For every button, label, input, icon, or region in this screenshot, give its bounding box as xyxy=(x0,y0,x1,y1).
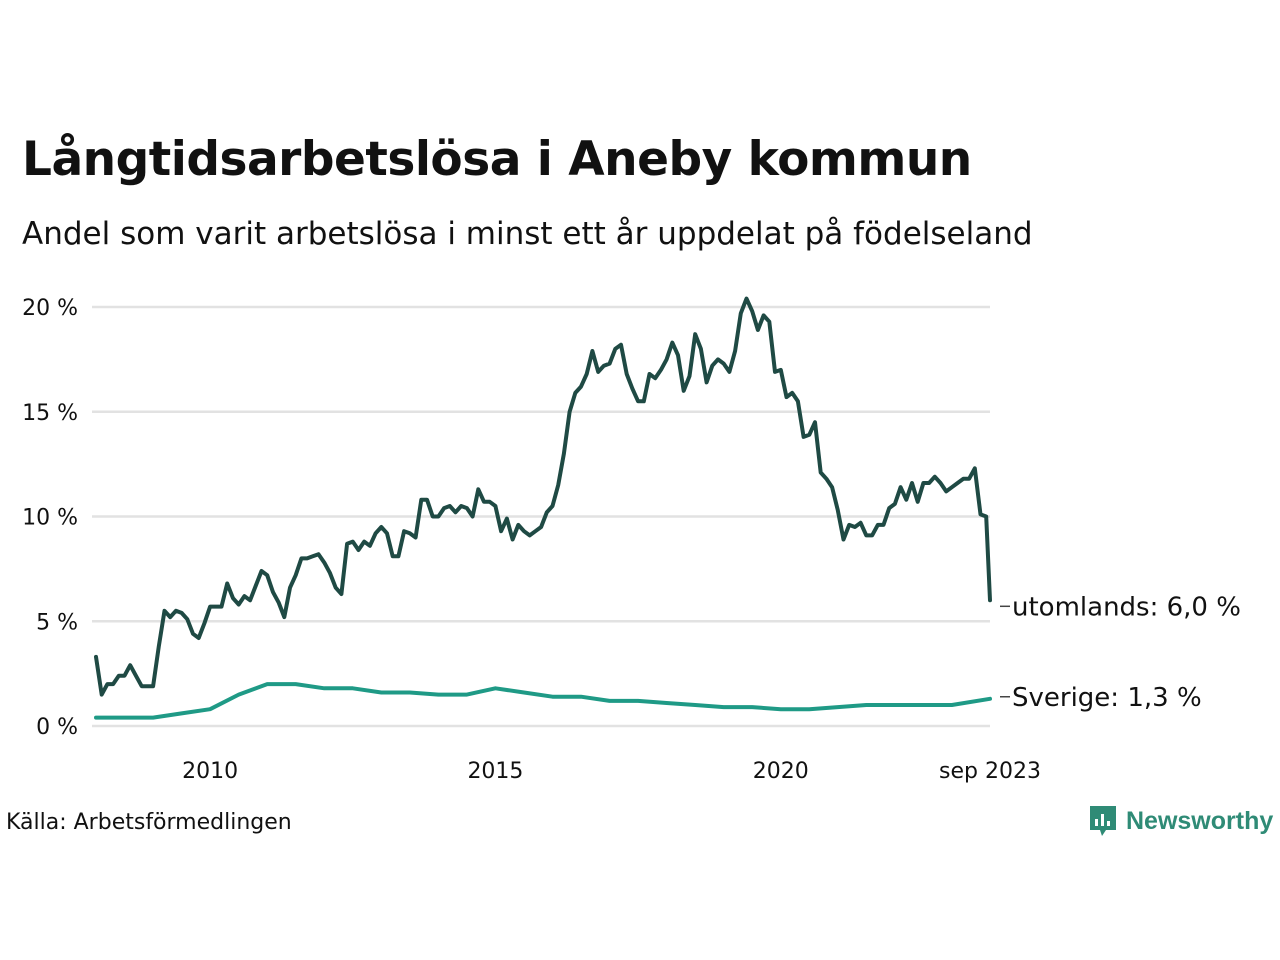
series-line-sverige xyxy=(94,682,992,720)
source-note: Källa: Arbetsförmedlingen xyxy=(6,810,292,835)
brand-logo: Newsworthy xyxy=(1088,804,1273,838)
x-axis-ticks: 2010 2015 2020 sep 2023 xyxy=(182,759,1041,784)
x-tick-label: 2010 xyxy=(182,759,238,784)
x-tick-label: 2020 xyxy=(753,759,809,784)
y-tick-label: 15 % xyxy=(22,401,78,426)
x-tick-label: sep 2023 xyxy=(939,759,1041,784)
end-label-utomlands: utomlands: 6,0 % xyxy=(1012,592,1241,622)
end-labels: utomlands: 6,0 % Sverige: 1,3 % xyxy=(1000,592,1241,713)
end-label-sverige: Sverige: 1,3 % xyxy=(1012,683,1202,713)
series-lines xyxy=(94,296,992,720)
gridlines xyxy=(92,305,990,728)
brand-name: Newsworthy xyxy=(1126,806,1274,835)
y-tick-label: 20 % xyxy=(22,296,78,321)
y-tick-label: 5 % xyxy=(36,610,78,635)
y-axis-ticks: 0 % 5 % 10 % 15 % 20 % xyxy=(22,296,78,740)
y-tick-label: 10 % xyxy=(22,506,78,531)
x-tick-label: 2015 xyxy=(467,759,523,784)
y-tick-label: 0 % xyxy=(36,715,78,740)
series-line-utomlands xyxy=(94,296,992,697)
chart-subtitle: Andel som varit arbetslösa i minst ett å… xyxy=(22,216,1033,252)
chart-title: Långtidsarbetslösa i Aneby kommun xyxy=(22,132,972,187)
newsworthy-logo-icon xyxy=(1090,806,1116,836)
